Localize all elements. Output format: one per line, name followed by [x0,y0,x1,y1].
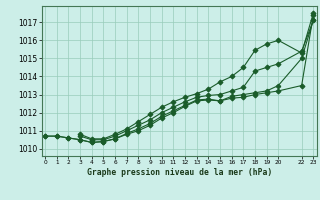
X-axis label: Graphe pression niveau de la mer (hPa): Graphe pression niveau de la mer (hPa) [87,168,272,177]
